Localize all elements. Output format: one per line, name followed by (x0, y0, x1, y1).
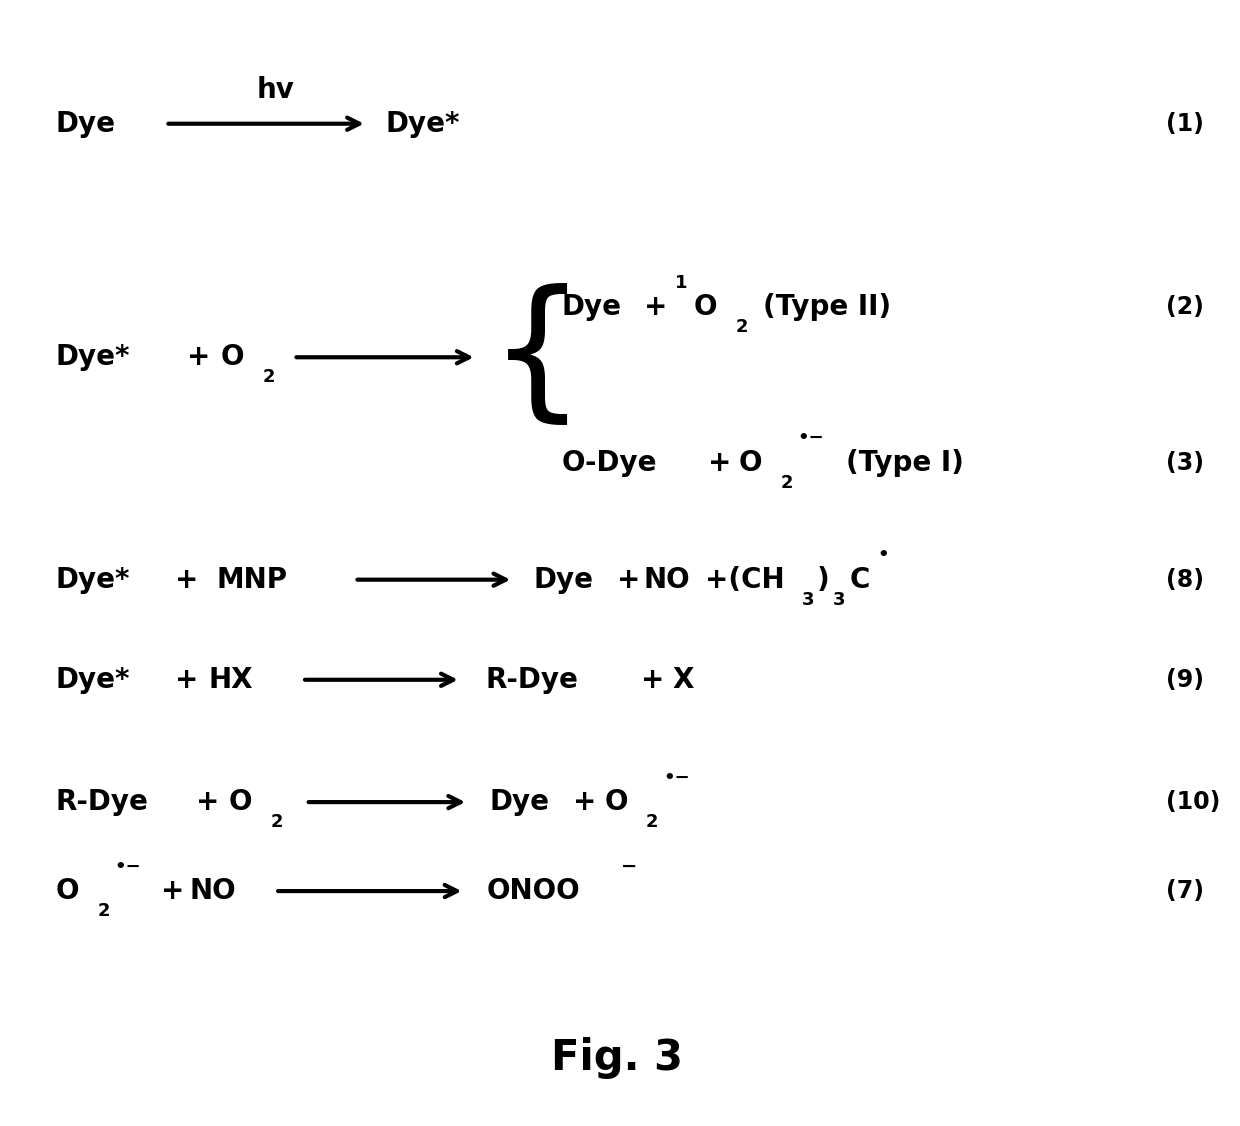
Text: •−: •− (114, 858, 141, 876)
Text: ): ) (817, 565, 830, 593)
Text: O: O (221, 343, 244, 372)
Text: +: + (196, 788, 219, 816)
Text: Dye: Dye (490, 788, 551, 816)
Text: •−: •− (797, 429, 825, 447)
Text: Fig. 3: Fig. 3 (551, 1037, 683, 1079)
Text: MNP: MNP (217, 565, 288, 593)
Text: 2: 2 (263, 368, 275, 386)
Text: +: + (708, 449, 732, 477)
Text: (Type I): (Type I) (846, 449, 963, 477)
Text: HX: HX (208, 665, 253, 694)
Text: O-Dye: O-Dye (562, 449, 657, 477)
Text: 3: 3 (802, 591, 815, 609)
Text: Dye*: Dye* (56, 665, 130, 694)
Text: {: { (489, 283, 585, 431)
Text: Dye: Dye (534, 565, 594, 593)
Text: +: + (644, 293, 667, 321)
Text: Dye: Dye (562, 293, 622, 321)
Text: +: + (573, 788, 596, 816)
Text: (10): (10) (1166, 790, 1220, 814)
Text: Dye: Dye (56, 109, 115, 137)
Text: 2: 2 (270, 813, 283, 831)
Text: O: O (693, 293, 717, 321)
Text: O: O (739, 449, 763, 477)
Text: (Type II): (Type II) (763, 293, 892, 321)
Text: (8): (8) (1166, 568, 1204, 591)
Text: O: O (605, 788, 629, 816)
Text: (9): (9) (1166, 668, 1204, 691)
Text: •: • (878, 546, 889, 564)
Text: +: + (175, 565, 198, 593)
Text: 1: 1 (676, 274, 688, 292)
Text: R-Dye: R-Dye (485, 665, 578, 694)
Text: NO: NO (644, 565, 691, 593)
Text: +: + (187, 343, 211, 372)
Text: X: X (673, 665, 694, 694)
Text: 3: 3 (833, 591, 846, 609)
Text: Dye*: Dye* (386, 109, 460, 137)
Text: R-Dye: R-Dye (56, 788, 149, 816)
Text: (3): (3) (1166, 450, 1204, 475)
Text: +(CH: +(CH (704, 565, 784, 593)
Text: Dye*: Dye* (56, 565, 130, 593)
Text: 2: 2 (735, 319, 748, 337)
Text: •−: •− (663, 769, 689, 787)
Text: NO: NO (190, 877, 237, 905)
Text: +: + (616, 565, 640, 593)
Text: 2: 2 (780, 474, 792, 492)
Text: (2): (2) (1166, 295, 1204, 319)
Text: O: O (229, 788, 253, 816)
Text: (7): (7) (1166, 879, 1204, 903)
Text: +: + (175, 665, 198, 694)
Text: C: C (849, 565, 870, 593)
Text: O: O (56, 877, 79, 905)
Text: Dye*: Dye* (56, 343, 130, 372)
Text: 2: 2 (97, 902, 109, 920)
Text: ONOO: ONOO (486, 877, 580, 905)
Text: (1): (1) (1166, 111, 1204, 136)
Text: +: + (161, 877, 184, 905)
Text: hv: hv (257, 77, 295, 105)
Text: +: + (641, 665, 665, 694)
Text: −: − (620, 857, 637, 876)
Text: 2: 2 (646, 813, 658, 831)
